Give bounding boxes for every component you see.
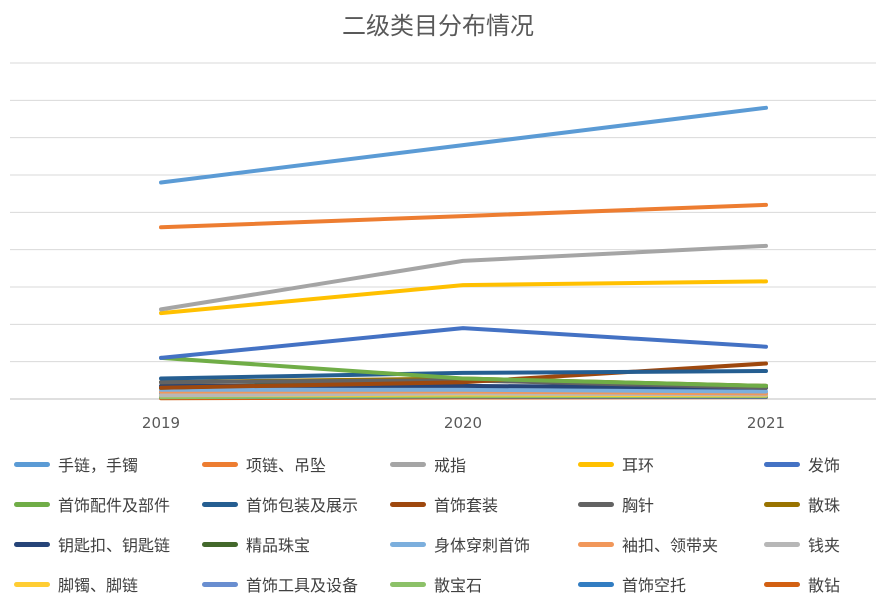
series-line — [159, 105, 768, 185]
series-line — [159, 243, 768, 312]
x-axis-ticks: 2019 2020 2021 — [142, 414, 785, 432]
series-line — [159, 279, 768, 316]
legend-item: 散珠 — [764, 492, 840, 516]
legend-swatch — [390, 461, 426, 467]
legend-label: 戒指 — [434, 456, 467, 475]
legend-swatch — [390, 581, 426, 587]
legend-item: 手链，手镯 — [14, 452, 138, 476]
legend-item: 项链、吊坠 — [202, 452, 326, 476]
legend-label: 精品珠宝 — [246, 536, 311, 555]
legend-swatch — [14, 461, 50, 467]
legend-swatch — [14, 581, 50, 587]
legend-label: 钥匙扣、钥匙链 — [58, 536, 171, 555]
legend-item: 首饰包装及展示 — [202, 492, 358, 516]
legend-swatch — [578, 581, 614, 587]
legend-label: 身体穿刺首饰 — [434, 536, 531, 555]
legend-label: 散钻 — [808, 576, 841, 595]
legend-label: 袖扣、领带夹 — [622, 536, 719, 555]
legend-swatch — [764, 541, 800, 547]
legend-label: 首饰工具及设备 — [246, 576, 359, 595]
legend-swatch — [578, 501, 614, 507]
x-tick-label: 2021 — [747, 414, 785, 432]
series-line — [159, 202, 768, 230]
series-lines — [159, 105, 768, 401]
legend-item: 首饰配件及部件 — [14, 492, 170, 516]
legend-swatch — [14, 541, 50, 547]
series-line — [159, 326, 768, 360]
legend-item: 戒指 — [390, 452, 466, 476]
legend-swatch — [390, 541, 426, 547]
legend-swatch — [390, 501, 426, 507]
legend-item: 钥匙扣、钥匙链 — [14, 532, 170, 556]
legend-label: 发饰 — [808, 456, 841, 475]
legend-swatch — [14, 501, 50, 507]
gridlines — [10, 62, 876, 400]
legend-label: 首饰配件及部件 — [58, 496, 171, 515]
x-tick-label: 2019 — [142, 414, 180, 432]
chart-title: 二级类目分布情况 — [342, 12, 534, 40]
legend-item: 精品珠宝 — [202, 532, 310, 556]
legend-swatch — [764, 581, 800, 587]
legend-label: 胸针 — [622, 496, 655, 515]
legend-item: 散宝石 — [390, 572, 482, 596]
legend-item: 脚镯、脚链 — [14, 572, 138, 596]
legend-label: 首饰套装 — [434, 496, 499, 515]
legend-swatch — [764, 501, 800, 507]
series-line — [159, 387, 768, 394]
legend-item: 首饰空托 — [578, 572, 686, 596]
legend-item: 身体穿刺首饰 — [390, 532, 530, 556]
legend-label: 项链、吊坠 — [246, 456, 327, 475]
legend-swatch — [202, 581, 238, 587]
x-tick-label: 2020 — [444, 414, 482, 432]
legend-item: 发饰 — [764, 452, 840, 476]
legend-swatch — [578, 541, 614, 547]
legend-swatch — [764, 461, 800, 467]
line-chart: 2019 2020 2021 — [10, 62, 876, 432]
legend-label: 耳环 — [622, 456, 655, 475]
legend-label: 散珠 — [808, 496, 841, 515]
legend-item: 胸针 — [578, 492, 654, 516]
legend-swatch — [202, 541, 238, 547]
series-line — [159, 355, 768, 388]
series-line — [159, 369, 768, 381]
legend-swatch — [202, 461, 238, 467]
legend-label: 手链，手镯 — [58, 456, 139, 475]
legend-item: 钱夹 — [764, 532, 840, 556]
legend-item: 首饰套装 — [390, 492, 498, 516]
legend-label: 首饰包装及展示 — [246, 496, 359, 515]
legend-label: 首饰空托 — [622, 576, 687, 595]
legend-item: 首饰工具及设备 — [202, 572, 358, 596]
legend-label: 散宝石 — [434, 576, 483, 595]
legend-item: 散钻 — [764, 572, 840, 596]
legend-swatch — [578, 461, 614, 467]
legend-swatch — [202, 501, 238, 507]
legend-label: 脚镯、脚链 — [58, 576, 139, 595]
legend-label: 钱夹 — [808, 536, 841, 555]
legend-item: 袖扣、领带夹 — [578, 532, 718, 556]
legend-item: 耳环 — [578, 452, 654, 476]
